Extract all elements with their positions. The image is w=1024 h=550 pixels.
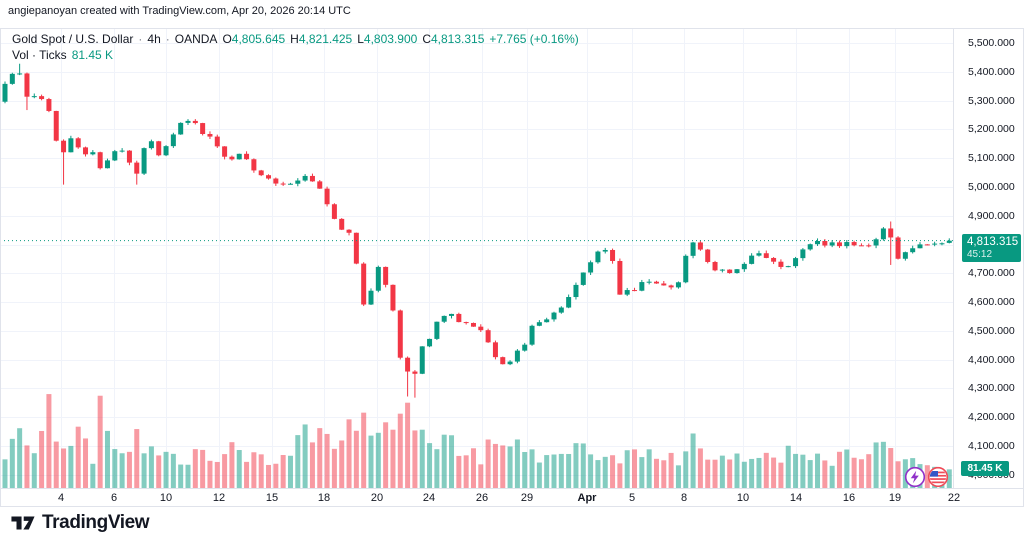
time-tick-label: 20 xyxy=(370,492,384,504)
us-flag-event-icon[interactable] xyxy=(927,466,949,488)
price-tick-label: 4,400.000 xyxy=(968,353,1015,366)
time-tick-label: 5 xyxy=(628,492,636,504)
close-value: C 4,813.315 xyxy=(422,32,485,46)
time-tick-label: 14 xyxy=(789,492,803,504)
time-tick-label: Apr xyxy=(577,492,597,504)
price-tick-label: 5,200.000 xyxy=(968,123,1015,136)
time-tick-label: 8 xyxy=(680,492,688,504)
legend-separator: · xyxy=(165,32,170,46)
candles xyxy=(2,63,952,398)
exchange-label: OANDA xyxy=(174,32,218,46)
snapshot-watermark: angiepanoyan created with TradingView.co… xyxy=(8,5,351,17)
price-tick-label: 4,600.000 xyxy=(968,296,1015,309)
time-tick-label: 29 xyxy=(520,492,534,504)
time-tick-label: 4 xyxy=(57,492,65,504)
time-tick-label: 19 xyxy=(888,492,902,504)
time-scale-separator xyxy=(0,488,1023,489)
volume-bars xyxy=(2,394,952,488)
time-tick-label: 10 xyxy=(736,492,750,504)
time-tick-label: 26 xyxy=(475,492,489,504)
price-tick-label: 4,300.000 xyxy=(968,382,1015,395)
change-value: +7.765 (+0.16%) xyxy=(489,32,579,46)
price-tick-label: 5,400.000 xyxy=(968,65,1015,78)
time-scale[interactable]: 4 6 10 12 15 18 20 24 26 29 Apr 5 8 10 14 16 19 22 xyxy=(0,489,1024,506)
volume-badge: 81.45 K xyxy=(961,461,1009,476)
price-tick-label: 4,900.000 xyxy=(968,209,1015,222)
volume-current-value: 81.45 K xyxy=(71,48,114,62)
interval-label: 4h xyxy=(147,32,161,46)
time-tick-label: 15 xyxy=(265,492,279,504)
price-tick-label: 5,000.000 xyxy=(968,180,1015,193)
lightning-event-icon[interactable] xyxy=(904,466,926,488)
price-tick-label: 4,500.000 xyxy=(968,324,1015,337)
symbol-title: Gold Spot / U.S. Dollar xyxy=(12,32,134,46)
tradingview-logo-mark xyxy=(11,516,35,530)
time-tick-label: 18 xyxy=(317,492,331,504)
symbol-legend-row[interactable]: Gold Spot / U.S. Dollar · 4h · OANDA O 4,… xyxy=(12,32,579,47)
open-value: O 4,805.645 xyxy=(222,32,286,46)
legend-separator: · xyxy=(138,32,143,46)
chart-widget-border xyxy=(0,28,1024,507)
time-tick-label: 22 xyxy=(947,492,961,504)
tradingview-logo-text: TradingView xyxy=(42,512,150,533)
price-tick-label: 5,300.000 xyxy=(968,94,1015,107)
volume-study-title: Vol · Ticks xyxy=(12,48,67,62)
volume-legend-row[interactable]: Vol · Ticks 81.45 K xyxy=(12,48,579,63)
price-tick-label: 4,200.000 xyxy=(968,411,1015,424)
price-scale-separator xyxy=(953,28,954,489)
high-value: H 4,821.425 xyxy=(290,32,353,46)
price-tick-label: 5,100.000 xyxy=(968,152,1015,165)
tradingview-logo[interactable]: TradingView xyxy=(10,512,150,534)
bar-countdown: 45:12 xyxy=(967,248,993,260)
price-tick-label: 4,700.000 xyxy=(968,267,1015,280)
time-tick-label: 12 xyxy=(212,492,226,504)
time-tick-label: 6 xyxy=(110,492,118,504)
time-tick-label: 16 xyxy=(842,492,856,504)
chart-legend: Gold Spot / U.S. Dollar · 4h · OANDA O 4,… xyxy=(12,32,579,63)
last-price-badge: 4,813.315 45:12 xyxy=(962,233,1021,262)
price-tick-label: 5,500.000 xyxy=(968,37,1015,49)
time-tick-label: 24 xyxy=(422,492,436,504)
time-tick-label: 10 xyxy=(159,492,173,504)
last-price-value: 4,813.315 xyxy=(967,235,1019,248)
price-tick-label: 4,100.000 xyxy=(968,440,1015,452)
low-value: L 4,803.900 xyxy=(357,32,418,46)
